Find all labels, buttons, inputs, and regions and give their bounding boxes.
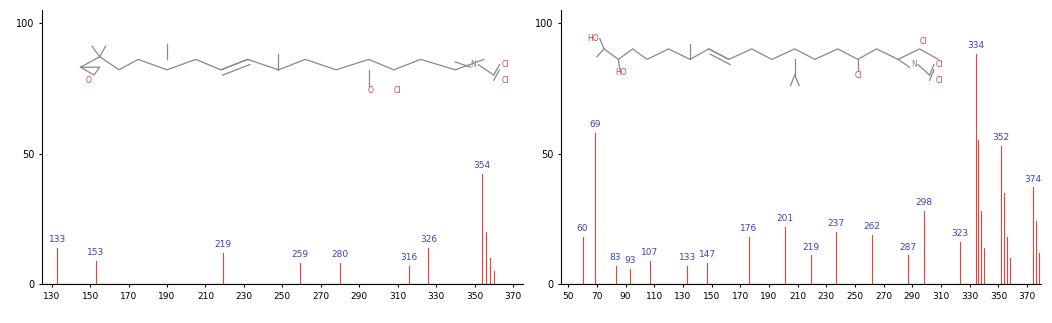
Text: Cl: Cl xyxy=(935,60,943,69)
Text: 352: 352 xyxy=(993,133,1010,142)
Text: HO: HO xyxy=(587,34,599,43)
Text: 287: 287 xyxy=(899,243,916,252)
Text: 323: 323 xyxy=(951,229,968,238)
Text: Cl: Cl xyxy=(855,71,863,80)
Text: 259: 259 xyxy=(291,250,308,259)
Text: 280: 280 xyxy=(331,250,348,259)
Text: 326: 326 xyxy=(420,235,437,244)
Text: Cl: Cl xyxy=(935,76,943,85)
Text: 316: 316 xyxy=(401,253,418,262)
Text: O: O xyxy=(85,76,92,85)
Text: Cl: Cl xyxy=(502,60,509,69)
Text: 147: 147 xyxy=(699,250,715,259)
Text: 237: 237 xyxy=(828,219,845,228)
Text: N: N xyxy=(470,60,477,69)
Text: HO: HO xyxy=(615,68,627,77)
Text: 133: 133 xyxy=(48,235,66,244)
Text: 60: 60 xyxy=(576,224,588,233)
Text: O: O xyxy=(368,86,373,95)
Text: Cl: Cl xyxy=(919,37,927,46)
Text: 354: 354 xyxy=(473,162,491,171)
Text: 298: 298 xyxy=(915,198,932,207)
Text: 93: 93 xyxy=(624,255,635,265)
Text: 107: 107 xyxy=(642,248,659,257)
Text: N: N xyxy=(911,60,916,69)
Text: 262: 262 xyxy=(864,222,881,231)
Text: 69: 69 xyxy=(590,120,601,129)
Text: Cl: Cl xyxy=(393,86,401,95)
Text: 83: 83 xyxy=(610,253,622,262)
Text: 176: 176 xyxy=(741,224,757,233)
Text: 374: 374 xyxy=(1025,174,1041,183)
Text: 219: 219 xyxy=(802,243,820,252)
Text: Cl: Cl xyxy=(502,76,509,85)
Text: 133: 133 xyxy=(679,253,695,262)
Text: 334: 334 xyxy=(967,41,984,50)
Text: 153: 153 xyxy=(87,248,104,257)
Text: 201: 201 xyxy=(776,214,793,223)
Text: 219: 219 xyxy=(215,240,231,249)
